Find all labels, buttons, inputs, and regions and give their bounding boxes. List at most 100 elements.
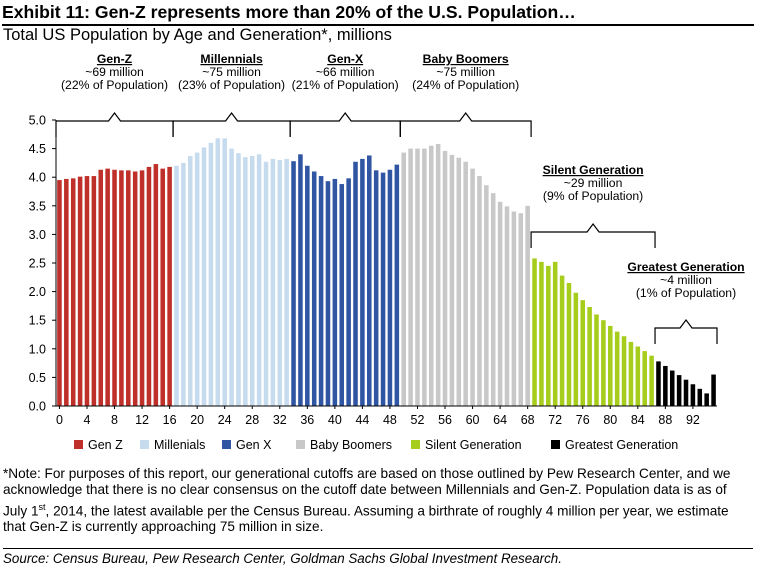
bar-age-16 (167, 166, 172, 406)
y-tick-label: 3.5 (29, 199, 46, 213)
bar-age-78 (594, 314, 599, 406)
bar-age-23 (215, 138, 221, 407)
generation-detail: (24% of Population) (412, 78, 519, 92)
bar-age-37 (311, 171, 317, 406)
bracket-5 (654, 319, 718, 344)
bar-age-69 (532, 258, 537, 406)
bar-age-10 (126, 170, 131, 406)
y-tick-label: 1.0 (29, 342, 46, 356)
generation-label: Greatest Generation (627, 260, 744, 274)
bar-age-62 (484, 185, 489, 406)
bar-age-57 (449, 154, 455, 406)
x-tick-label: 8 (111, 413, 118, 427)
bar-age-85 (642, 351, 647, 406)
bar-age-55 (435, 144, 441, 406)
bar-age-38 (318, 176, 324, 406)
generation-detail: (1% of Population) (636, 286, 736, 300)
x-tick-label: 40 (328, 413, 342, 427)
bar-age-76 (580, 300, 585, 406)
bar-age-28 (249, 156, 255, 406)
y-tick-label: 0.5 (29, 371, 46, 385)
bar-age-63 (490, 193, 496, 406)
bar-age-68 (525, 205, 530, 406)
bar-age-74 (566, 283, 572, 406)
bar-age-6 (98, 169, 104, 406)
generation-label: Gen-X (327, 52, 364, 66)
bar-age-82 (621, 336, 627, 406)
bar-age-45 (367, 155, 372, 406)
bar-age-25 (229, 148, 234, 406)
x-tick-label: 84 (631, 413, 645, 427)
bar-age-29 (256, 154, 262, 406)
bar-age-71 (546, 265, 551, 406)
bar-age-88 (663, 365, 668, 406)
bracket-0 (55, 112, 174, 137)
bar-age-86 (649, 355, 654, 406)
x-tick-label: 4 (84, 413, 91, 427)
y-tick-label: 2.0 (29, 285, 46, 299)
x-tick-label: 24 (218, 413, 232, 427)
generation-detail: (9% of Population) (543, 189, 643, 203)
x-tick-label: 80 (603, 413, 617, 427)
bar-age-46 (373, 170, 379, 406)
bar-age-31 (270, 158, 276, 406)
x-tick-label: 48 (383, 413, 397, 427)
x-tick-label: 36 (300, 413, 314, 427)
bar-age-44 (360, 158, 365, 406)
bar-age-87 (656, 361, 661, 406)
footnote-text-2: , 2014, the latest available per the Cen… (3, 503, 729, 535)
bar-age-17 (174, 165, 179, 406)
bar-age-67 (518, 213, 524, 406)
bar-age-36 (305, 165, 310, 406)
bar-age-81 (614, 331, 620, 406)
exhibit-title: Exhibit 11: Gen-Z represents more than 2… (2, 2, 754, 26)
x-tick-label: 32 (273, 413, 287, 427)
x-tick-label: 56 (438, 413, 452, 427)
generation-detail: ~4 million (660, 273, 712, 287)
bar-age-13 (146, 166, 152, 406)
population-chart: 0.00.51.01.52.02.53.03.54.04.55.00 4 8 12 16… (29, 52, 745, 452)
y-tick-label: 1.5 (29, 314, 46, 328)
bar-age-19 (187, 156, 193, 406)
bar-age-2 (70, 178, 76, 406)
y-tick-label: 2.5 (29, 257, 46, 271)
legend-swatch (222, 440, 231, 449)
y-tick-label: 3.0 (29, 228, 46, 242)
legend-swatch (296, 440, 305, 449)
generation-detail: (23% of Population) (178, 78, 285, 92)
bar-age-52 (415, 148, 420, 406)
bar-age-47 (380, 172, 386, 406)
bar-age-70 (539, 261, 544, 406)
bar-age-53 (422, 148, 427, 406)
bar-age-9 (119, 170, 124, 406)
generation-detail: ~66 million (316, 65, 375, 79)
generation-detail: ~69 million (85, 65, 144, 79)
x-tick-label: 44 (355, 413, 369, 427)
bar-age-22 (208, 142, 214, 406)
bar-age-50 (401, 152, 406, 406)
bar-age-26 (236, 153, 241, 406)
y-tick-label: 4.0 (29, 171, 46, 185)
bar-age-12 (139, 170, 145, 406)
bar-age-58 (456, 157, 462, 406)
bar-age-56 (442, 150, 448, 406)
x-tick-label: 52 (411, 413, 425, 427)
bar-age-14 (153, 164, 159, 406)
bar-age-80 (608, 325, 613, 406)
bar-age-64 (497, 201, 503, 406)
bar-age-5 (91, 176, 97, 406)
bar-age-89 (669, 370, 675, 406)
legend-swatch (74, 440, 83, 449)
x-tick-label: 12 (135, 413, 149, 427)
bar-age-90 (676, 375, 682, 406)
legend-label: Gen X (236, 438, 272, 452)
legend-swatch (411, 440, 420, 449)
bar-age-61 (477, 176, 482, 406)
x-tick-label: 64 (493, 413, 507, 427)
bar-age-95 (711, 374, 716, 406)
bar-age-32 (277, 160, 283, 406)
generation-detail: (22% of Population) (61, 78, 168, 92)
x-tick-label: 88 (658, 413, 672, 427)
legend-label: Gen Z (88, 438, 123, 452)
generation-detail: (21% of Population) (292, 78, 399, 92)
